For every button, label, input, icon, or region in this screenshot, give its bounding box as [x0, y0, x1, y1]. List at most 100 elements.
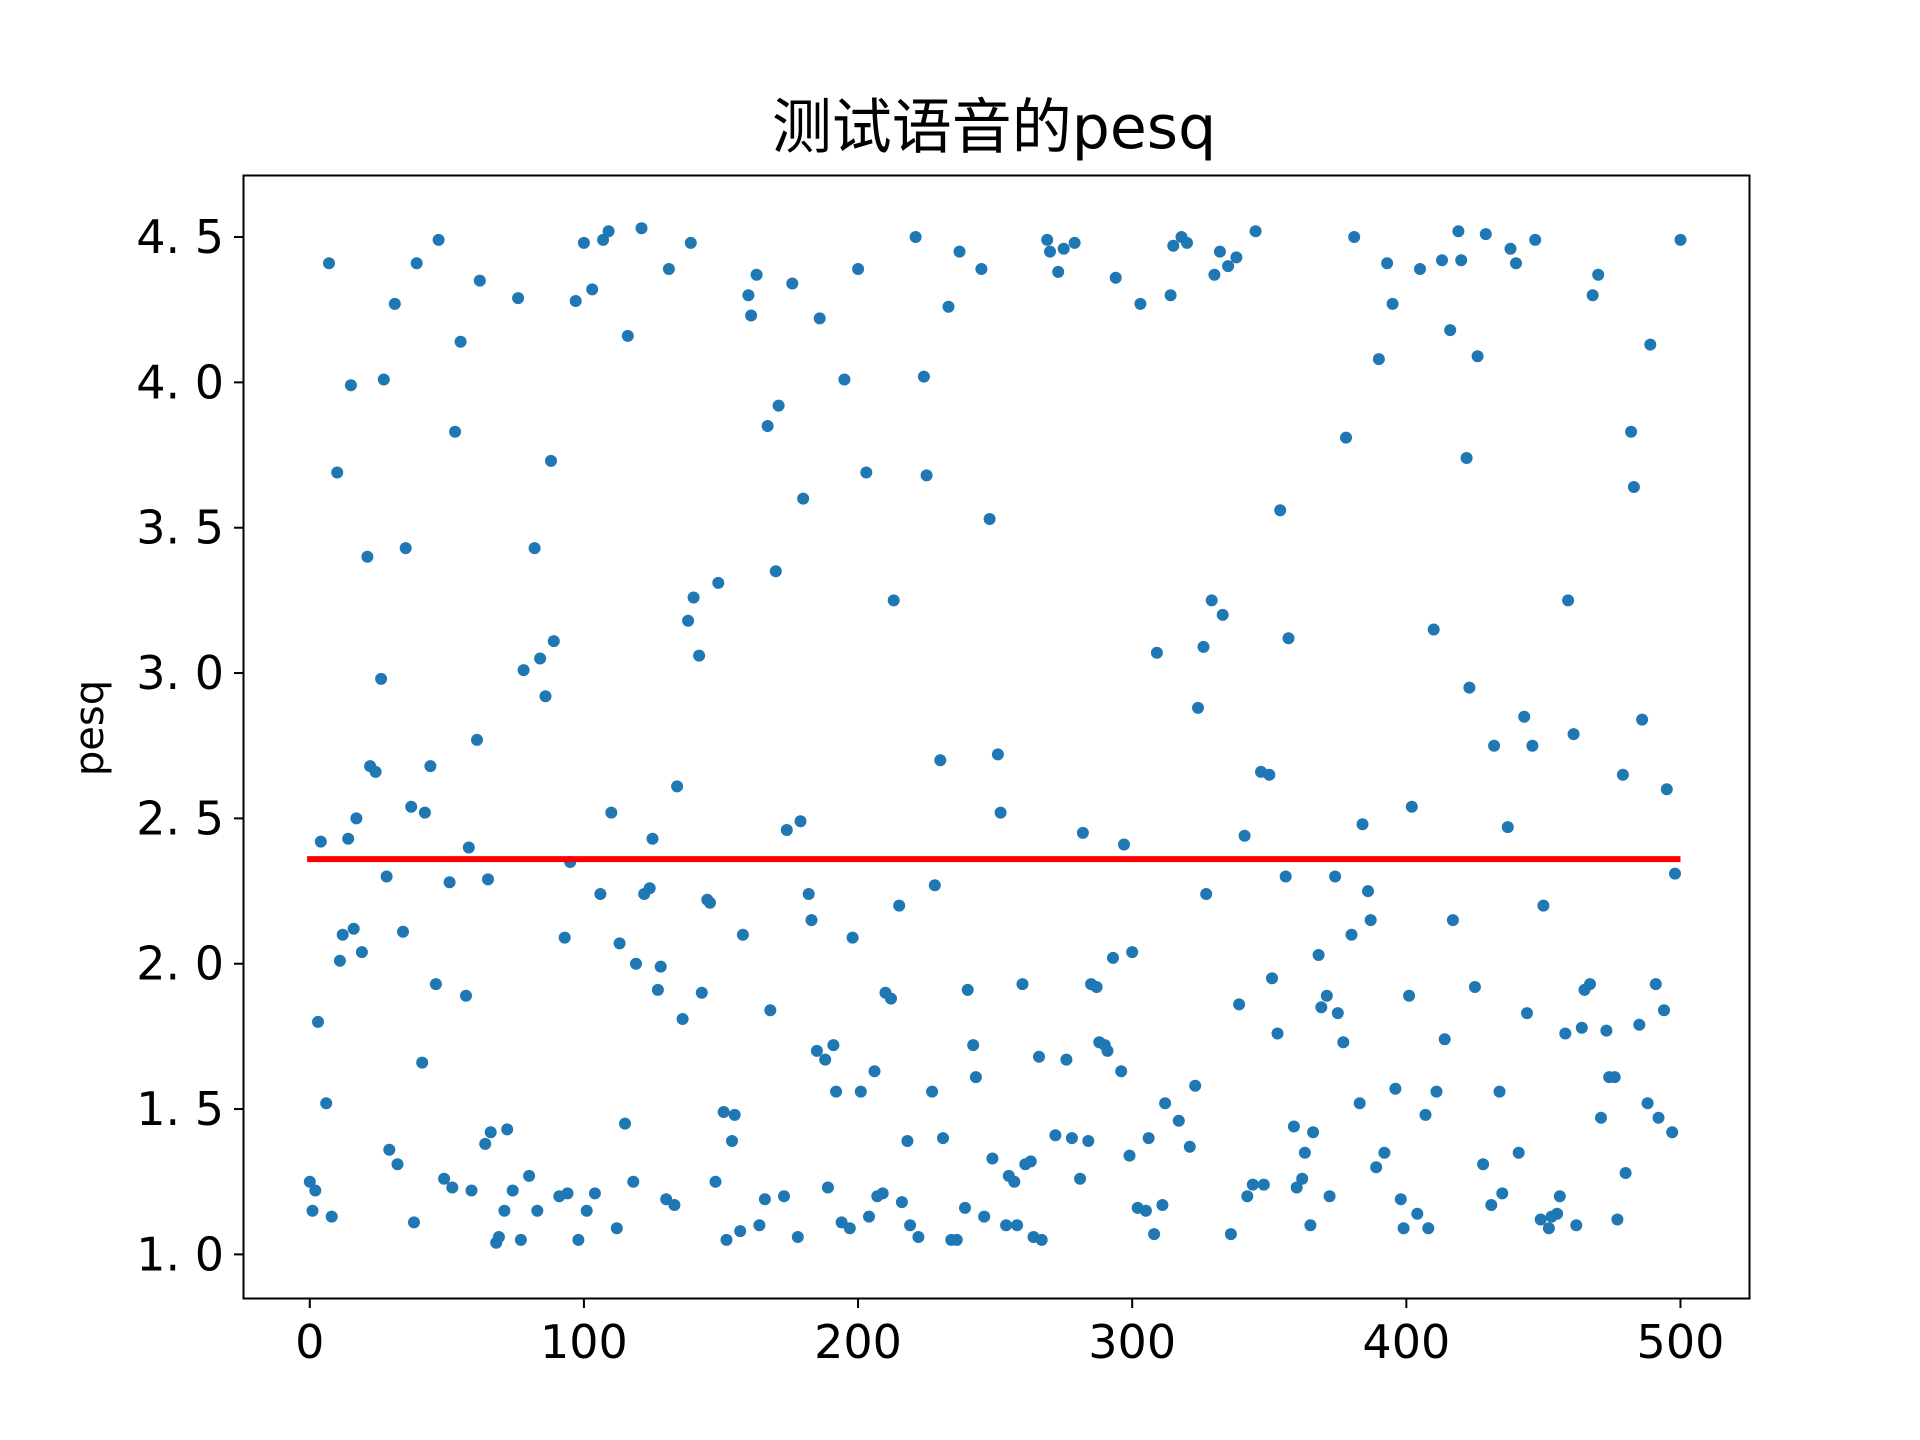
data-point: [1307, 1126, 1320, 1139]
data-point: [446, 1181, 459, 1194]
data-point: [355, 946, 368, 959]
data-point: [514, 1233, 527, 1246]
data-point: [1241, 1190, 1254, 1203]
data-point: [569, 295, 582, 307]
data-point: [534, 652, 547, 665]
data-point: [1521, 1007, 1533, 1020]
data-point: [1249, 225, 1262, 238]
data-point: [528, 542, 541, 555]
data-point: [1403, 989, 1416, 1002]
data-point: [482, 873, 494, 886]
data-point: [772, 399, 785, 412]
axis-ticks: 0 100 200 300 400 500 1. 0 1. 5 2. 0 2. 5 3. 0 3. 5…: [136, 210, 1724, 1369]
data-point: [742, 289, 755, 302]
data-point: [786, 277, 799, 290]
data-point: [868, 1065, 881, 1078]
data-point: [1257, 1178, 1270, 1191]
data-point: [473, 274, 486, 287]
x-tick-label: 300: [1088, 1315, 1176, 1369]
data-point: [1150, 646, 1163, 659]
data-point: [1559, 1027, 1572, 1040]
data-point: [1414, 263, 1426, 275]
data-point: [904, 1219, 917, 1232]
data-point: [1331, 1007, 1344, 1020]
data-point: [1636, 713, 1649, 726]
data-point: [1584, 978, 1596, 991]
data-point: [1082, 1135, 1095, 1147]
data-point: [1430, 1085, 1443, 1098]
data-point: [1008, 1175, 1021, 1188]
data-point: [1024, 1155, 1037, 1168]
data-point: [662, 263, 675, 275]
data-point: [704, 896, 716, 909]
data-point: [838, 373, 851, 386]
data-point: [465, 1184, 478, 1197]
data-point: [1562, 594, 1575, 607]
data-point: [498, 1204, 511, 1217]
data-point: [1345, 928, 1358, 941]
data-point: [1216, 608, 1229, 621]
data-point: [1271, 1027, 1284, 1040]
data-point: [619, 1117, 631, 1130]
data-point: [1381, 257, 1394, 270]
data-point: [901, 1135, 914, 1147]
data-point: [1534, 1213, 1547, 1226]
data-point: [1600, 1024, 1613, 1037]
data-point: [1362, 885, 1374, 898]
data-point: [588, 1187, 601, 1200]
data-point: [1200, 888, 1213, 900]
data-point: [671, 780, 684, 793]
data-point: [1660, 783, 1673, 796]
data-point: [1033, 1050, 1045, 1063]
data-point: [1323, 1190, 1336, 1203]
x-tick-label: 100: [540, 1315, 628, 1369]
data-point: [1551, 1207, 1564, 1220]
data-point: [994, 806, 1007, 819]
data-point: [1192, 701, 1204, 714]
chart-title: 测试语音的pesq: [772, 93, 1216, 163]
data-point: [545, 454, 557, 467]
data-point: [728, 1108, 741, 1121]
plot-area-frame: [242, 174, 1751, 1300]
data-point: [539, 690, 552, 703]
data-point: [684, 236, 697, 249]
data-point: [391, 1158, 404, 1171]
data-point: [734, 1225, 747, 1238]
y-tick-label: 4. 5: [136, 210, 224, 264]
data-point: [854, 1085, 867, 1098]
data-point: [1542, 1222, 1555, 1235]
data-point: [802, 888, 815, 900]
data-point: [1148, 1228, 1161, 1241]
data-point: [1159, 1097, 1172, 1110]
data-point: [1649, 978, 1662, 991]
data-point: [909, 231, 922, 243]
data-point: [1142, 1132, 1155, 1145]
data-point: [331, 466, 344, 479]
data-point: [1666, 1126, 1679, 1139]
data-point: [717, 1106, 730, 1118]
data-point: [687, 591, 700, 604]
data-point: [1115, 1065, 1128, 1078]
data-point: [325, 1210, 338, 1223]
data-point: [1246, 1178, 1259, 1191]
data-point: [1282, 632, 1295, 645]
data-point: [928, 879, 941, 892]
y-tick-label: 2. 5: [136, 791, 224, 845]
data-point: [942, 300, 955, 313]
data-point: [323, 257, 335, 270]
data-point: [1529, 233, 1542, 246]
data-point: [975, 263, 988, 275]
data-point: [1167, 239, 1180, 252]
data-point: [1488, 739, 1501, 752]
data-point: [1274, 504, 1287, 517]
data-point: [1337, 1036, 1350, 1049]
data-point: [1471, 350, 1484, 363]
data-point: [1419, 1108, 1432, 1121]
data-point: [361, 550, 374, 563]
data-point: [580, 1204, 593, 1217]
data-point: [506, 1184, 519, 1197]
data-point: [1625, 425, 1638, 438]
data-point: [1230, 251, 1243, 264]
data-point: [1370, 1161, 1383, 1174]
